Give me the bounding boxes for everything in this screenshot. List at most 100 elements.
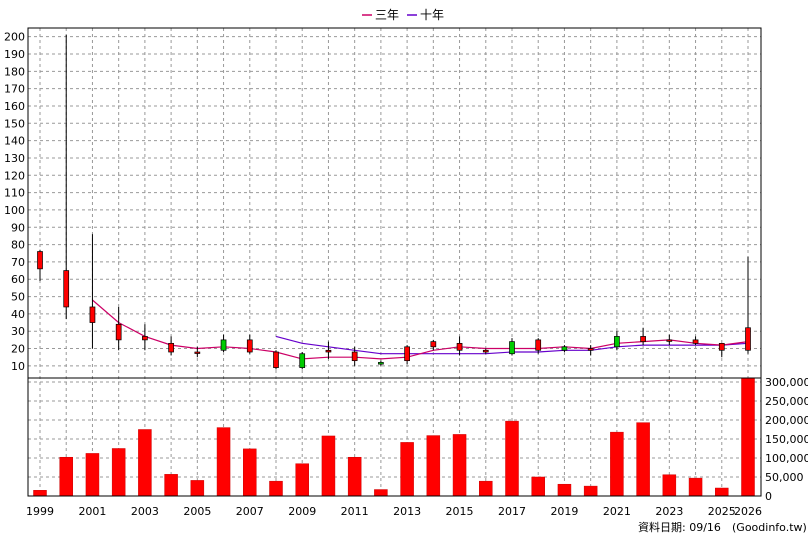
candle-body — [299, 353, 306, 368]
candle-body — [246, 339, 253, 353]
volume-bar — [59, 456, 73, 497]
price-tick-label: 80 — [11, 239, 25, 252]
price-tick-label: 40 — [11, 308, 25, 321]
volume-bar — [164, 474, 178, 497]
candle-body — [378, 362, 384, 365]
volume-bar — [505, 420, 519, 497]
volume-bar — [269, 480, 283, 497]
volume-bar — [190, 480, 205, 497]
volume-tick-label: 100,000 — [765, 452, 808, 465]
price-tick-label: 10 — [11, 360, 25, 373]
legend: 三年 十年 — [362, 8, 444, 22]
x-tick-label: 2003 — [131, 505, 159, 518]
volume-tick-label: 300,000 — [765, 376, 808, 389]
x-tick-label: 2025 — [708, 505, 736, 518]
volume-bar — [557, 483, 572, 497]
x-tick-label: 2015 — [446, 505, 474, 518]
grid — [28, 28, 761, 497]
candle-body — [194, 351, 201, 354]
volume-bar — [295, 463, 309, 497]
price-tick-label: 180 — [4, 65, 25, 78]
volume-bar — [479, 480, 493, 497]
volume-bar — [741, 377, 755, 497]
price-tick-label: 140 — [4, 135, 25, 148]
candle-body — [614, 336, 620, 348]
volume-axis: 0 50,000 100,000 150,000 200,000 250,000 300,0… — [765, 376, 808, 503]
volume-tick-label: 150,000 — [765, 433, 808, 446]
volume-plot-frame — [27, 377, 762, 497]
candle-body — [89, 306, 96, 323]
candle-body — [640, 336, 646, 342]
candle-body — [142, 336, 148, 341]
volume-tick-label: 250,000 — [765, 395, 808, 408]
candle-body — [273, 351, 279, 368]
plot-frames — [27, 27, 762, 497]
volume-bar — [636, 422, 650, 497]
x-tick-label: 2023 — [655, 505, 683, 518]
volume-bar — [347, 456, 362, 497]
legend-ma10-label: 十年 — [420, 8, 444, 22]
volume-bar — [111, 448, 126, 497]
volume-bar — [216, 427, 231, 497]
x-tick-label: 1999 — [26, 505, 54, 518]
price-plot-frame — [27, 27, 762, 379]
price-tick-label: 20 — [11, 343, 25, 356]
x-tick-label: 2007 — [236, 505, 264, 518]
volume-bar — [85, 453, 100, 497]
price-tick-label: 120 — [4, 169, 25, 182]
volume-tick-label: 200,000 — [765, 414, 808, 427]
legend-ma3-label: 三年 — [375, 8, 399, 22]
x-tick-label: 2021 — [603, 505, 631, 518]
x-tick-label: 2005 — [183, 505, 211, 518]
candle-body — [456, 342, 463, 351]
candle-body — [351, 351, 358, 362]
ma3-line — [92, 299, 749, 360]
x-tick-label: 2011 — [341, 505, 369, 518]
moving-average-lines — [92, 299, 749, 360]
volume-bar — [374, 489, 388, 497]
volume-series — [33, 377, 755, 497]
candle-body — [168, 342, 174, 353]
candle-body — [37, 251, 43, 270]
price-tick-label: 60 — [11, 273, 25, 286]
price-tick-label: 160 — [4, 100, 25, 113]
candle-body — [561, 346, 568, 351]
candle-body — [587, 348, 594, 351]
volume-bar — [531, 476, 545, 497]
volume-bar — [715, 487, 729, 497]
volume-bar — [400, 442, 414, 497]
volume-bar — [610, 431, 624, 497]
price-axis: 10 20 30 40 50 60 70 80 90 100 110 120 130 140 150 160 1… — [4, 31, 25, 373]
candle-body — [745, 327, 751, 351]
candle-body — [430, 341, 437, 348]
volume-bar — [33, 490, 47, 497]
candle-body — [666, 339, 673, 342]
price-tick-label: 70 — [11, 256, 25, 269]
price-tick-label: 150 — [4, 117, 25, 130]
candle-body — [220, 339, 227, 351]
price-tick-label: 200 — [4, 31, 25, 44]
x-tick-label: 2009 — [288, 505, 316, 518]
candle-body — [115, 323, 122, 341]
price-tick-label: 110 — [4, 187, 25, 200]
price-tick-label: 130 — [4, 152, 25, 165]
price-tick-label: 50 — [11, 291, 25, 304]
x-tick-label: 2001 — [78, 505, 106, 518]
volume-bar — [426, 435, 441, 497]
candle-body — [325, 349, 332, 353]
volume-bar — [662, 474, 677, 497]
price-tick-label: 90 — [11, 221, 25, 234]
candle-body — [692, 339, 699, 344]
candle-body — [63, 270, 70, 308]
volume-bar — [452, 434, 467, 497]
candlestick-series — [37, 34, 751, 370]
price-tick-label: 30 — [11, 325, 25, 338]
footer-date-label: 資料日期: 09/16 — [638, 520, 721, 534]
x-tick-label: 2026 — [734, 505, 762, 518]
x-tick-label: 2013 — [393, 505, 421, 518]
price-tick-label: 100 — [4, 204, 25, 217]
x-tick-label: 2017 — [498, 505, 526, 518]
volume-bar — [138, 429, 152, 497]
footer-source: (Goodinfo.tw) — [732, 521, 807, 534]
